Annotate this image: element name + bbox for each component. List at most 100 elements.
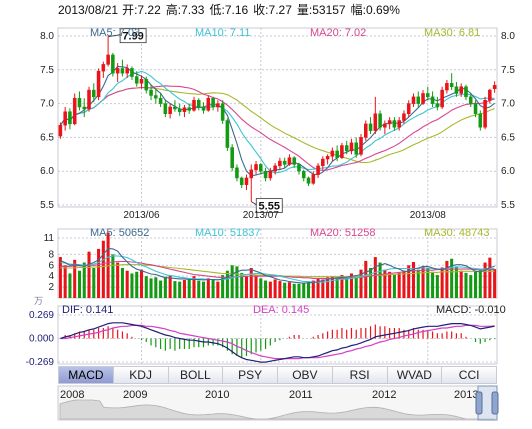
volume-bar bbox=[144, 276, 148, 298]
volume-bar bbox=[493, 269, 497, 298]
volume-bar bbox=[407, 265, 411, 298]
candle-body bbox=[263, 170, 268, 179]
overview-year-2012: 2012 bbox=[372, 389, 396, 401]
overview-right-handle[interactable] bbox=[491, 391, 499, 415]
volume-bar bbox=[359, 269, 363, 298]
macd-tick-left: 0.000 bbox=[29, 334, 54, 345]
volume-bar bbox=[77, 270, 81, 298]
volume-bar bbox=[388, 271, 392, 298]
candle-body bbox=[154, 95, 158, 99]
header-quote: 2013/08/21 开:7.22 高:7.33 低:7.16 收:7.27 量:5315… bbox=[58, 2, 400, 17]
volume-bar bbox=[474, 271, 478, 298]
tab-cci[interactable]: CCI bbox=[442, 367, 496, 383]
price-tick-left: 5.5 bbox=[40, 200, 54, 211]
price-tick-left: 6.0 bbox=[40, 166, 54, 177]
candle-body bbox=[383, 123, 387, 128]
candle-body bbox=[111, 54, 115, 74]
price-tick-right: 6.0 bbox=[501, 166, 515, 177]
axis-tick-labels: 8.0 8.0 7.5 7.5 7.0 7.0 6.5 6.5 6.0 6.0 5.5 5.5 2013… bbox=[26, 31, 516, 368]
volume-bar bbox=[178, 281, 182, 298]
volume-bar bbox=[197, 280, 201, 298]
volume-bar bbox=[182, 280, 186, 298]
candle-body bbox=[216, 103, 220, 108]
price-legend-ma5: MA5: 7.03 bbox=[90, 27, 140, 39]
candle-body bbox=[397, 120, 401, 128]
volume-bar bbox=[306, 281, 311, 298]
volume-bar bbox=[330, 276, 334, 298]
volume-tick-left: 8 bbox=[48, 249, 54, 260]
candle-body bbox=[387, 120, 392, 125]
indicator-tab-bar: MACD KDJ BOLL PSY OBV RSI WVAD CCI bbox=[58, 366, 497, 384]
volume-moving-averages bbox=[60, 247, 495, 284]
volume-bar bbox=[264, 280, 268, 298]
candle-body bbox=[192, 99, 196, 111]
header-low: 7.16 bbox=[225, 3, 249, 17]
candle-body bbox=[87, 89, 91, 110]
candle-body bbox=[278, 160, 282, 167]
volume-bar bbox=[273, 279, 277, 298]
overview-navigator[interactable]: 2008 2009 2010 2011 2012 2013 bbox=[57, 385, 499, 421]
volume-bar bbox=[483, 262, 487, 298]
volume-bar bbox=[92, 268, 96, 298]
tab-psy[interactable]: PSY bbox=[223, 367, 278, 383]
candle-body bbox=[478, 113, 483, 128]
candle-body bbox=[468, 96, 473, 104]
candle-body bbox=[402, 113, 406, 121]
candle-body bbox=[182, 107, 187, 112]
candle-body bbox=[335, 150, 339, 158]
price-tick-left: 6.5 bbox=[40, 132, 54, 143]
volume-bar bbox=[459, 270, 463, 298]
volume-bar bbox=[431, 271, 435, 298]
tab-boll[interactable]: BOLL bbox=[168, 367, 224, 383]
tab-obv[interactable]: OBV bbox=[278, 367, 333, 383]
candle-body bbox=[459, 86, 463, 94]
candle-body bbox=[249, 169, 254, 179]
volume-tick-left: 6 bbox=[48, 260, 54, 271]
volume-bar bbox=[354, 277, 358, 298]
price-panel-grid bbox=[57, 27, 498, 208]
volume-bar bbox=[87, 251, 91, 298]
volume-bar bbox=[364, 260, 368, 298]
price-tick-right: 7.5 bbox=[501, 65, 515, 76]
candle-body bbox=[168, 106, 172, 114]
candle-body bbox=[206, 97, 211, 111]
candle-body bbox=[96, 70, 101, 98]
tab-rsi[interactable]: RSI bbox=[332, 367, 388, 383]
candle-body bbox=[211, 97, 215, 108]
volume-bar bbox=[297, 283, 301, 298]
tab-wvad[interactable]: WVAD bbox=[387, 367, 443, 383]
candle-body bbox=[239, 177, 244, 185]
volume-ma10-line bbox=[60, 255, 495, 283]
volume-bar bbox=[173, 281, 177, 298]
macd-panel-grid bbox=[57, 305, 498, 365]
macd-panel-frame bbox=[57, 305, 498, 365]
candle-body bbox=[134, 76, 139, 84]
candle-body bbox=[488, 89, 492, 101]
tab-kdj[interactable]: KDJ bbox=[113, 367, 169, 383]
volume-bar bbox=[292, 283, 296, 298]
tab-macd[interactable]: MACD bbox=[59, 367, 114, 383]
volume-bar bbox=[321, 279, 325, 298]
header-close-label: 收: bbox=[253, 3, 268, 17]
macd-histogram bbox=[64, 324, 496, 358]
volume-bar bbox=[154, 277, 158, 298]
candle-body bbox=[130, 68, 134, 77]
candle-body bbox=[454, 86, 459, 94]
price-legend-ma30: MA30: 6.81 bbox=[424, 27, 480, 39]
candle-body bbox=[411, 96, 416, 104]
candle-body bbox=[235, 167, 239, 179]
volume-bar bbox=[101, 240, 105, 298]
candle-body bbox=[344, 145, 349, 152]
volume-bar bbox=[82, 262, 86, 298]
volume-bar bbox=[120, 268, 124, 298]
volume-bar bbox=[435, 275, 439, 298]
volume-bar bbox=[335, 278, 339, 298]
candle-body bbox=[473, 103, 478, 114]
price-legend-ma20: MA20: 7.02 bbox=[310, 27, 366, 39]
price-legend-ma10: MA10: 7.11 bbox=[195, 27, 250, 39]
candle-body bbox=[445, 83, 449, 91]
date-tick-label: 2013/08 bbox=[410, 210, 447, 221]
overview-left-handle[interactable] bbox=[475, 391, 483, 415]
volume-bar bbox=[392, 275, 396, 298]
header-high: 7.33 bbox=[181, 3, 205, 17]
